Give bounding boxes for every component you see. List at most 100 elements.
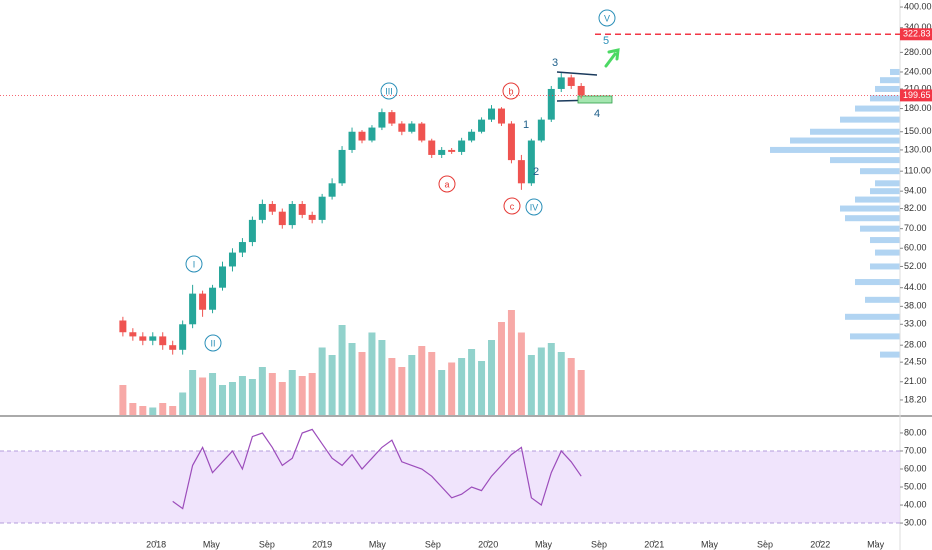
up-arrow [604, 48, 620, 68]
candle-body [268, 203, 276, 212]
annotation-circle [598, 9, 616, 27]
profile-bar [810, 128, 900, 135]
volume-bar [468, 349, 476, 415]
profile-bar [850, 333, 900, 340]
x-tick-label: May [369, 539, 387, 549]
profile-bar [840, 205, 900, 212]
wave-label: III [385, 86, 393, 96]
y-tick-label: 33.00 [904, 319, 927, 329]
volume-bar [507, 310, 515, 415]
candle-body [228, 252, 236, 267]
profile-bar [865, 296, 900, 303]
volume-bar [547, 343, 555, 415]
profile-bar [870, 95, 900, 102]
x-tick-label: May [203, 539, 221, 549]
y-tick-label: 44.00 [904, 282, 927, 292]
volume-bar [388, 358, 396, 415]
candle-body [209, 287, 217, 310]
level-label: 322.83 [903, 29, 931, 39]
profile-bar [790, 137, 900, 144]
volume-bar [378, 340, 386, 415]
volume-bar [308, 373, 316, 415]
volume-bar [537, 347, 545, 415]
x-tick-label: May [867, 539, 885, 549]
volume-bar [189, 370, 197, 415]
y-tick-label: 28.00 [904, 340, 927, 350]
candle-body [348, 131, 356, 150]
volume-bar [199, 377, 207, 415]
wave-label: II [210, 338, 215, 348]
wave-label: c [510, 201, 515, 211]
y-tick-label: 24.50 [904, 357, 927, 367]
candle-body [159, 336, 167, 346]
candle-body [258, 203, 266, 220]
profile-bar [855, 279, 900, 286]
volume-bar [268, 373, 276, 415]
candle-body [517, 160, 525, 184]
x-tick-label: May [701, 539, 719, 549]
candle-body [129, 332, 137, 337]
y-tick-label: 82.00 [904, 203, 927, 213]
candle-body [398, 123, 406, 132]
annotation-circle [438, 175, 456, 193]
profile-bar [875, 85, 900, 92]
candle-body [288, 203, 296, 226]
y-tick-label: 240.00 [904, 66, 932, 76]
candle-body [488, 108, 496, 120]
volume-bar [338, 325, 346, 415]
wave-label: 5 [603, 35, 609, 47]
candle-body [458, 140, 466, 152]
profile-bar [845, 313, 900, 320]
candle-body [338, 149, 346, 184]
candle-body [169, 345, 177, 350]
y-tick-label: 40.00 [904, 499, 927, 509]
volume-bar [248, 379, 256, 415]
candle-body [507, 123, 515, 161]
volume-bar [368, 332, 376, 415]
volume-bar [228, 382, 236, 415]
profile-bar [860, 225, 900, 232]
candle-body [328, 183, 336, 197]
y-tick-label: 110.00 [904, 166, 931, 176]
volume-bar [567, 358, 575, 415]
candle-body [378, 112, 386, 128]
volume-bar [517, 332, 525, 415]
candle-body [308, 214, 316, 220]
candle-body [388, 112, 396, 124]
y-tick-label: 400.00 [904, 1, 932, 11]
wave-label: 1 [523, 119, 529, 131]
volume-bar [238, 376, 246, 415]
volume-bar [288, 370, 296, 415]
profile-bar [855, 196, 900, 203]
candle-body [497, 108, 505, 124]
x-tick-label: 2019 [312, 539, 332, 549]
candle-body [468, 131, 476, 141]
annotation-circle [525, 198, 543, 216]
volume-bar [527, 355, 535, 415]
volume-bar [318, 347, 326, 415]
wave-label: a [444, 179, 449, 189]
volume-bar [408, 355, 416, 415]
profile-bar [855, 105, 900, 112]
profile-bar [880, 77, 900, 84]
candle-body [189, 293, 197, 325]
volume-bar [448, 362, 456, 415]
volume-bar [139, 406, 147, 415]
candle-body [478, 119, 486, 132]
profile-bar [840, 116, 900, 123]
volume-profile [770, 68, 900, 358]
x-tick-label: Sep [425, 539, 441, 549]
volume-bar [149, 407, 157, 415]
volume-bar [219, 385, 227, 415]
candle-body [358, 131, 366, 141]
x-tick-label: Sep [591, 539, 607, 549]
wave-label: 3 [552, 57, 558, 69]
candle-body [219, 266, 227, 288]
x-tick-label: May [535, 539, 553, 549]
volume-bar [159, 403, 167, 415]
rsi-band [0, 450, 900, 524]
x-tick-label: 2018 [146, 539, 166, 549]
candle-body [557, 77, 565, 89]
candle-body [139, 336, 147, 341]
